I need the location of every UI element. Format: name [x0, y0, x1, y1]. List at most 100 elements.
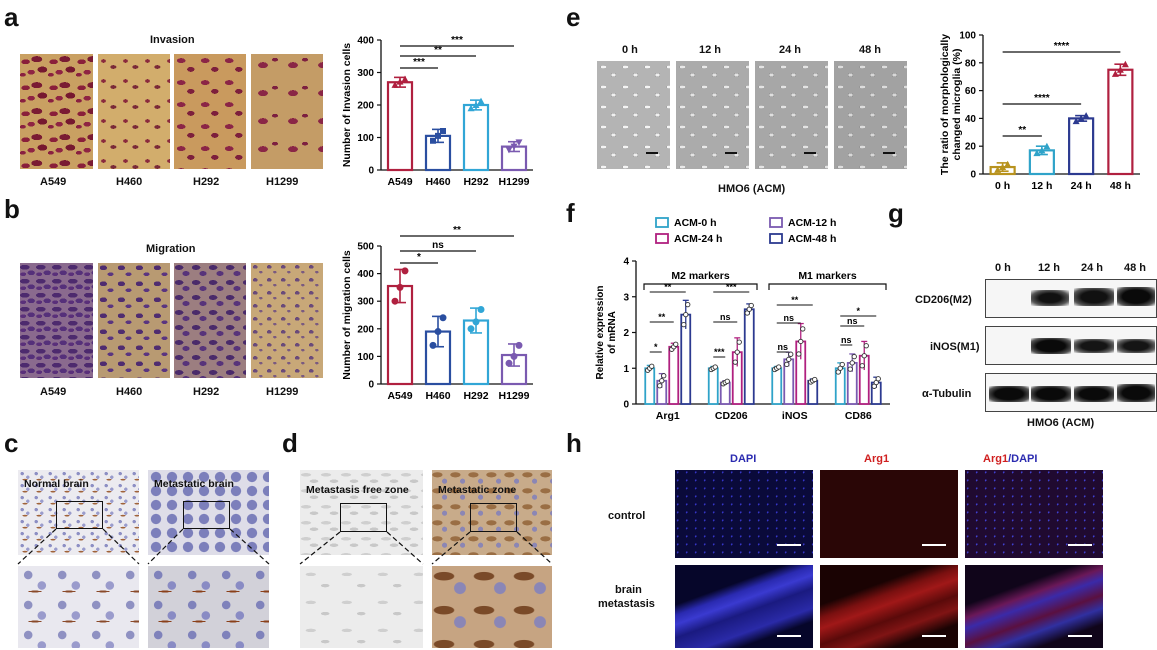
y-tick-label: 0 — [623, 400, 629, 411]
data-point — [439, 314, 447, 322]
data-point — [1043, 142, 1051, 150]
y-tick-label: 100 — [959, 31, 976, 42]
significance-label: **** — [1054, 41, 1070, 52]
y-axis-label: Number of migration cells — [341, 250, 353, 380]
zoom-box — [340, 503, 387, 532]
y-axis-label: Number of Invasion cells — [341, 43, 353, 167]
migration-image-h1299 — [251, 263, 323, 378]
scale-bar — [777, 544, 801, 546]
x-tick-label: A549 — [387, 390, 412, 402]
row-label-control: control — [608, 510, 646, 522]
panel-label-f: f — [566, 198, 575, 228]
y-tick-label: 1 — [623, 364, 629, 375]
fluor-control-dapi — [675, 470, 813, 558]
significance-label: *** — [726, 282, 737, 292]
x-tick-label: H460 — [425, 390, 450, 402]
ihc-metastatic-zone — [432, 470, 552, 555]
migration-image-h460 — [98, 263, 170, 378]
cell-label: A549 — [40, 176, 67, 188]
data-point — [863, 343, 869, 349]
time-label: 48 h — [1124, 262, 1147, 274]
data-point — [994, 166, 1002, 173]
y-tick-label: 100 — [357, 133, 374, 144]
invasion-image-h1299 — [251, 54, 323, 169]
legend-swatch — [655, 217, 669, 228]
significance-label: ns — [432, 240, 444, 251]
data-point — [796, 351, 802, 357]
y-tick-label: 0 — [368, 380, 374, 391]
blot-inos — [985, 326, 1157, 365]
data-point — [401, 267, 409, 275]
significance-label: ns — [777, 342, 788, 352]
fluor-metastasis-arg1 — [820, 565, 958, 648]
ihc-metastasis-free-zone — [300, 470, 423, 555]
fluor-control-arg1 — [820, 470, 958, 558]
panel-a-title: Invasion — [150, 34, 195, 46]
group-label: M2 markers — [671, 270, 730, 282]
legend-label: ACM-12 h — [788, 217, 836, 229]
time-label: 0 h — [622, 44, 638, 56]
y-tick-label: 60 — [965, 86, 977, 97]
x-tick-label: 48 h — [1110, 180, 1131, 192]
significance-label: * — [654, 342, 658, 352]
data-point — [430, 137, 436, 144]
y-tick-label: 3 — [623, 292, 629, 303]
hmo6-image-24h — [755, 61, 828, 169]
scale-bar — [883, 152, 895, 154]
data-point — [1077, 114, 1085, 122]
data-point — [401, 75, 409, 82]
group-bracket — [643, 283, 758, 290]
data-point — [776, 364, 782, 370]
x-tick-label: iNOS — [782, 410, 808, 422]
data-point — [812, 376, 818, 383]
row-label-brain: brain — [615, 584, 642, 596]
data-point — [839, 361, 845, 368]
data-point — [429, 341, 437, 349]
data-point — [391, 81, 399, 88]
cell-label: H1299 — [266, 176, 299, 188]
data-point — [659, 378, 665, 384]
data-point — [847, 366, 853, 372]
time-label: 24 h — [779, 44, 802, 56]
zoom-box — [470, 503, 517, 532]
x-tick-label: CD206 — [715, 410, 748, 422]
ihc-metastatic-zone-zoom — [432, 566, 552, 648]
panel-e-caption: HMO6 (ACM) — [718, 183, 786, 195]
ihc-normal-brain — [18, 470, 139, 555]
legend-swatch — [769, 217, 783, 228]
significance-label: ns — [783, 313, 794, 323]
y-tick-label: 500 — [357, 242, 374, 253]
band-label-cd206: CD206(M2) — [915, 294, 972, 306]
data-point — [657, 383, 663, 389]
y-tick-label: 4 — [623, 257, 629, 268]
scale-bar — [1068, 544, 1092, 546]
data-point — [505, 146, 513, 154]
data-point — [734, 349, 740, 355]
data-point — [875, 376, 881, 382]
data-point — [467, 325, 475, 333]
significance-label: ** — [1018, 125, 1026, 136]
panel-label-c: c — [4, 428, 19, 458]
y-tick-label: 200 — [357, 101, 374, 112]
bar — [644, 367, 656, 405]
data-point — [515, 341, 523, 349]
significance-label: * — [856, 306, 860, 316]
fluor-control-merge — [965, 470, 1103, 558]
ihc-metastatic-brain-zoom — [148, 566, 269, 648]
data-point — [661, 373, 667, 379]
bar — [743, 308, 755, 405]
x-tick-label: 12 h — [1031, 180, 1052, 192]
time-label: 24 h — [1081, 262, 1104, 274]
scale-bar — [725, 152, 737, 154]
data-point — [440, 128, 446, 134]
panel-label-e: e — [566, 2, 581, 32]
scale-bar — [1068, 635, 1092, 637]
data-point — [396, 283, 404, 291]
blot-tubulin — [985, 373, 1157, 412]
col-label-arg1: Arg1 — [864, 453, 890, 465]
scale-bar — [646, 152, 658, 154]
data-point — [467, 104, 475, 112]
y-tick-label: 200 — [357, 324, 374, 335]
